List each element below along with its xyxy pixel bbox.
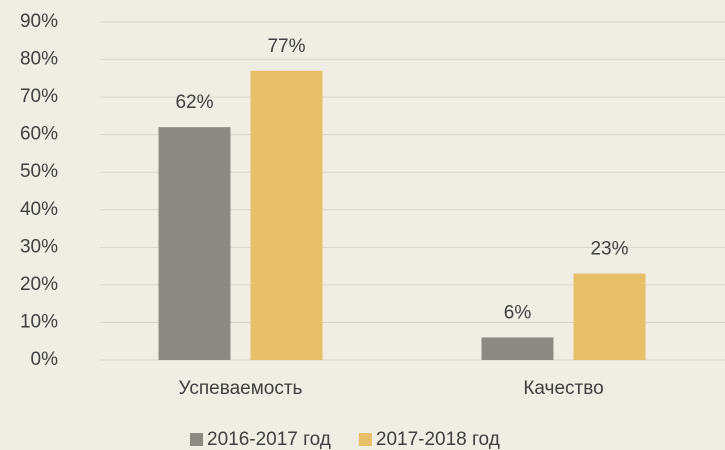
- data-label: 6%: [504, 302, 532, 323]
- y-tick-label: 30%: [20, 236, 58, 257]
- y-tick-label: 40%: [20, 199, 58, 220]
- y-tick-label: 80%: [20, 49, 58, 70]
- bar: [158, 127, 231, 361]
- y-tick-label: 90%: [20, 11, 58, 32]
- bar: [481, 337, 554, 360]
- x-tick-label: Успеваемость: [179, 378, 303, 399]
- bar: [250, 70, 323, 361]
- y-tick-label: 20%: [20, 274, 58, 295]
- x-tick-label: Качество: [523, 378, 603, 399]
- legend-swatch: [358, 433, 372, 446]
- legend-label: 2017-2018 год: [376, 429, 500, 450]
- y-tick-label: 50%: [20, 161, 58, 182]
- y-tick-label: 10%: [20, 311, 58, 332]
- y-tick-label: 0%: [31, 349, 59, 370]
- y-tick-label: 60%: [20, 124, 58, 145]
- legend-swatch: [190, 433, 203, 446]
- data-label: 77%: [267, 36, 305, 57]
- y-tick-label: 70%: [20, 86, 58, 107]
- data-label: 62%: [175, 92, 213, 113]
- data-label: 23%: [590, 239, 628, 260]
- bar: [573, 273, 646, 360]
- legend-label: 2016-2017 год: [207, 429, 331, 450]
